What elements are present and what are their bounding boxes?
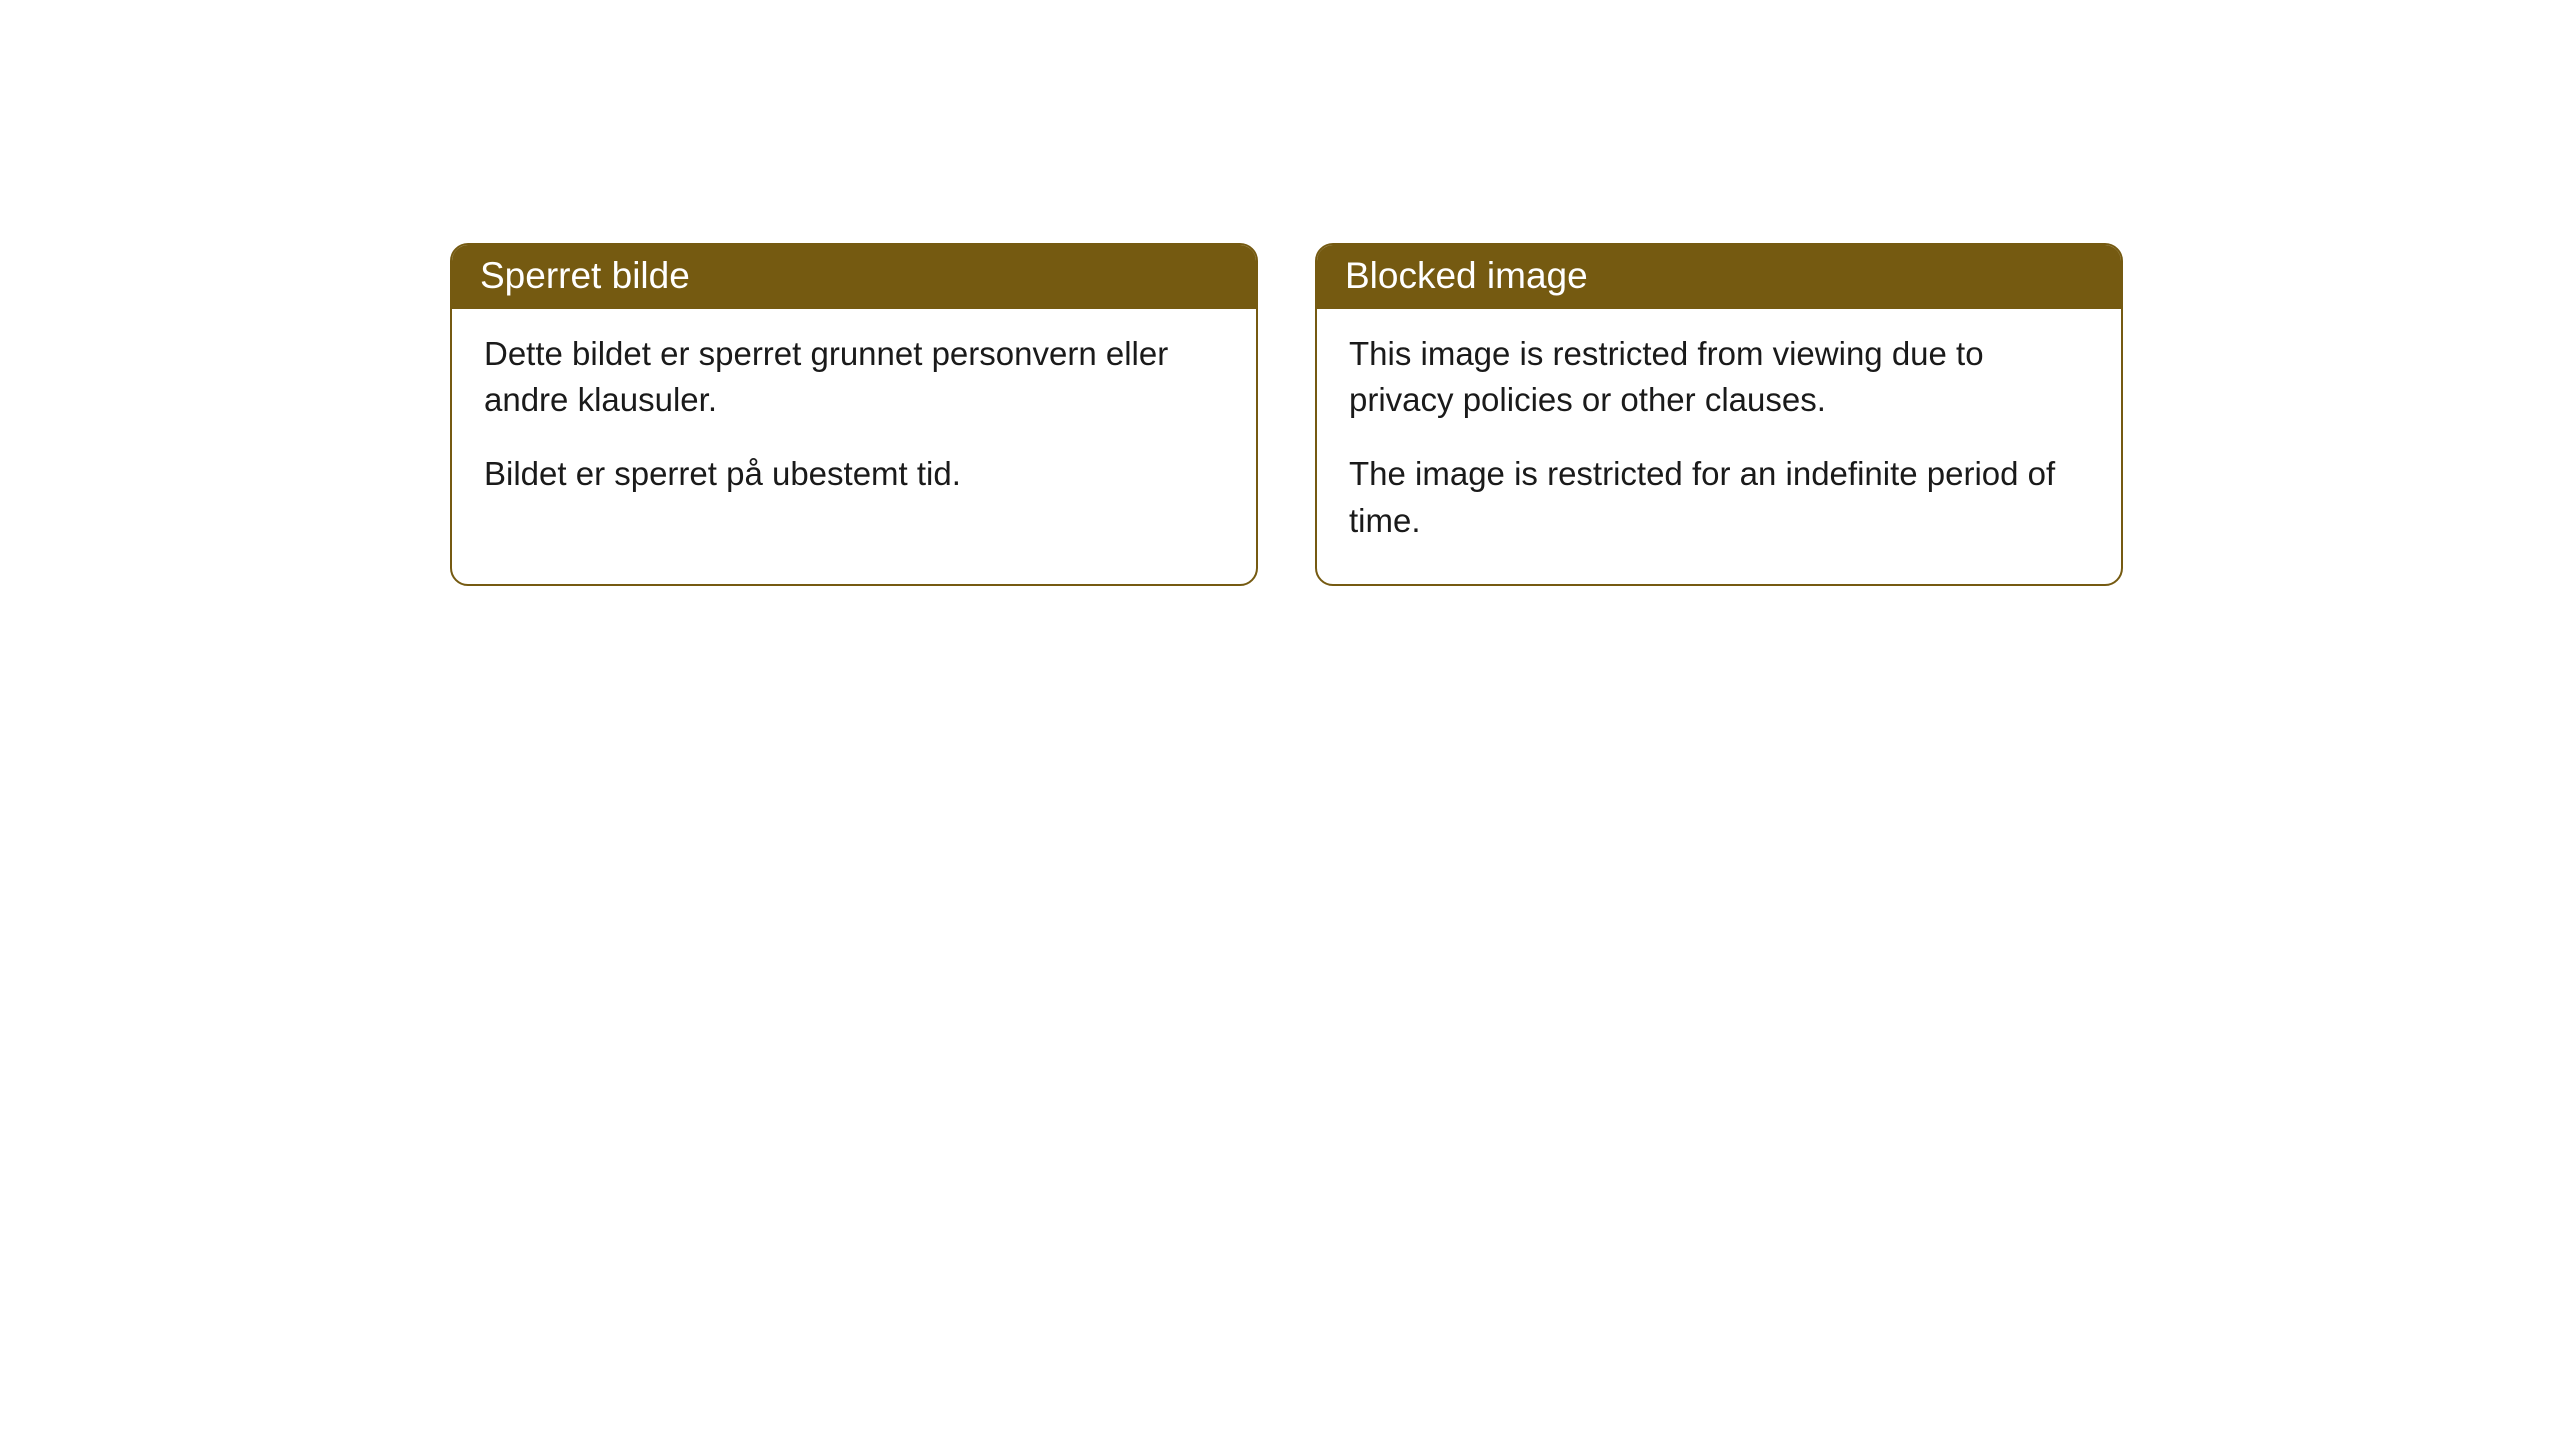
card-paragraph: Dette bildet er sperret grunnet personve… xyxy=(484,331,1224,423)
card-header: Blocked image xyxy=(1317,245,2121,309)
card-body: This image is restricted from viewing du… xyxy=(1317,309,2121,584)
notice-cards-container: Sperret bilde Dette bildet er sperret gr… xyxy=(450,243,2123,586)
card-header: Sperret bilde xyxy=(452,245,1256,309)
card-body: Dette bildet er sperret grunnet personve… xyxy=(452,309,1256,538)
notice-card-english: Blocked image This image is restricted f… xyxy=(1315,243,2123,586)
card-paragraph: This image is restricted from viewing du… xyxy=(1349,331,2089,423)
card-paragraph: The image is restricted for an indefinit… xyxy=(1349,451,2089,543)
notice-card-norwegian: Sperret bilde Dette bildet er sperret gr… xyxy=(450,243,1258,586)
card-title: Sperret bilde xyxy=(480,255,690,296)
card-paragraph: Bildet er sperret på ubestemt tid. xyxy=(484,451,1224,497)
card-title: Blocked image xyxy=(1345,255,1588,296)
